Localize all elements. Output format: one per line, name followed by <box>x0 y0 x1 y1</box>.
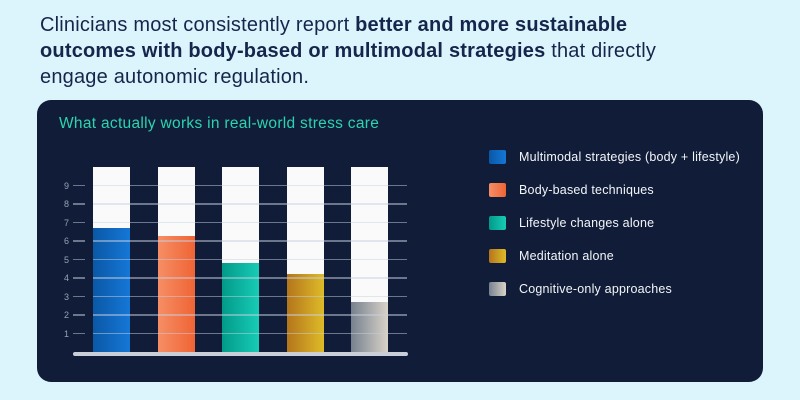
gridline <box>93 184 407 187</box>
y-axis-tick-mark <box>73 184 85 187</box>
legend-label: Multimodal strategies (body + lifestyle) <box>519 150 740 164</box>
legend-label: Cognitive-only approaches <box>519 282 673 296</box>
gridline <box>93 203 407 205</box>
legend-item: Cognitive-only approaches <box>489 282 740 296</box>
legend-swatch <box>489 249 506 263</box>
x-axis-baseline <box>73 352 408 356</box>
gridline <box>93 314 407 316</box>
y-axis-tick-mark <box>73 332 85 335</box>
y-axis-tick-mark <box>73 295 85 298</box>
y-axis-tick-label: 9 <box>63 180 69 191</box>
legend-swatch <box>489 183 506 197</box>
gridline <box>93 221 407 224</box>
chart-card: What actually works in real-world stress… <box>37 100 763 382</box>
headline-line: outcomes with body-based or multimodal s… <box>40 38 764 64</box>
y-axis-tick-mark <box>73 240 85 242</box>
y-axis-tick-label: 3 <box>63 291 69 302</box>
gridline <box>93 295 407 298</box>
y-axis-tick-mark <box>73 314 85 316</box>
legend-item: Body-based techniques <box>489 183 740 197</box>
y-axis-tick-label: 1 <box>63 328 69 339</box>
legend-swatch <box>489 282 506 296</box>
headline-line: engage autonomic regulation. <box>40 64 764 90</box>
headline-line: Clinicians most consistently report bett… <box>40 12 764 38</box>
y-axis-tick-label: 7 <box>63 217 69 228</box>
chart-title: What actually works in real-world stress… <box>59 115 380 132</box>
bar <box>286 274 324 352</box>
bar-chart: 1 2 3 4 5 6 7 8 9 <box>37 100 763 382</box>
headline-text: that directly <box>545 40 657 62</box>
y-axis-tick-label: 5 <box>63 254 69 265</box>
gridline <box>93 332 407 335</box>
y-axis-tick-label: 4 <box>63 273 69 283</box>
legend-item: Meditation alone <box>489 249 740 263</box>
legend-item: Lifestyle changes alone <box>489 216 740 230</box>
legend-label: Meditation alone <box>519 249 614 263</box>
y-axis-tick-label: 6 <box>63 236 69 246</box>
headline: Clinicians most consistently report bett… <box>40 12 764 90</box>
y-axis-tick-mark <box>73 203 85 205</box>
y-axis-tick-label: 2 <box>63 310 69 320</box>
y-axis-tick-mark <box>73 258 85 261</box>
legend-swatch <box>489 150 506 164</box>
headline-text: Clinicians most consistently report <box>40 14 356 36</box>
bar <box>93 228 130 352</box>
legend-label: Lifestyle changes alone <box>519 216 655 230</box>
headline-emphasis: outcomes with body-based or multimodal s… <box>40 40 546 62</box>
y-axis-tick-label: 8 <box>63 199 69 209</box>
bar <box>351 302 388 352</box>
gridline <box>93 240 407 242</box>
y-axis-tick-mark <box>73 221 85 224</box>
legend-label: Body-based techniques <box>519 183 654 197</box>
headline-text: engage autonomic regulation. <box>40 66 310 88</box>
bar <box>157 236 195 352</box>
gridline <box>93 277 407 279</box>
legend-item: Multimodal strategies (body + lifestyle) <box>489 150 740 164</box>
chart-legend: Multimodal strategies (body + lifestyle)… <box>489 150 740 315</box>
legend-swatch <box>489 216 506 230</box>
gridline <box>93 258 407 261</box>
y-axis-tick-mark <box>73 277 85 279</box>
headline-emphasis: better and more sustainable <box>355 14 628 36</box>
